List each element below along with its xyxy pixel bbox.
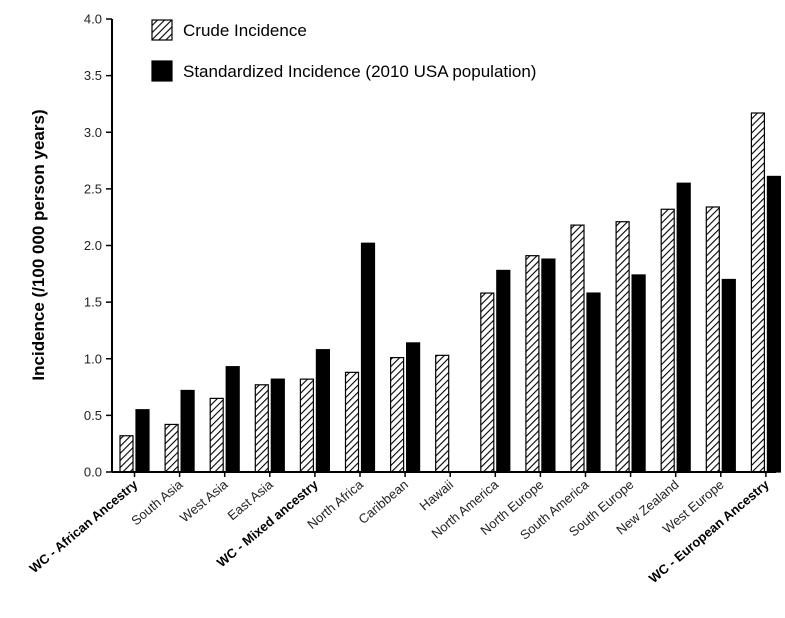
y-tick-label: 1.0 <box>84 351 102 366</box>
bar-standardized-new-zealand <box>676 182 691 473</box>
bar-crude-wc-european-ancestry <box>750 112 766 473</box>
bar-crude-wc-mixed-ancestry <box>299 378 314 473</box>
y-tick-label: 4.0 <box>84 12 102 27</box>
bar-crude-north-africa <box>344 371 360 473</box>
bar-standardized-west-asia <box>225 366 240 473</box>
bar-standardized-south-asia <box>180 389 195 473</box>
y-tick-label: 1.5 <box>84 295 102 310</box>
bar-standardized-south-europe <box>631 274 646 473</box>
bar-crude-west-europe <box>705 206 720 473</box>
bar-crude-caribbean <box>390 357 405 473</box>
y-tick-label: 3.5 <box>84 68 102 83</box>
y-axis-title: Incidence (/100 000 person years) <box>29 109 48 380</box>
legend-swatch-standardized <box>151 60 173 82</box>
bar-crude-south-europe <box>615 221 630 473</box>
legend-label-crude: Crude Incidence <box>183 21 307 40</box>
bar-standardized-wc-european-ancestry <box>766 175 782 473</box>
bar-standardized-east-asia <box>270 378 285 473</box>
x-tick-label-wc-african-ancestry: WC - African Ancestry <box>26 476 141 576</box>
bar-crude-hawaii <box>435 354 450 473</box>
y-tick-label: 0.5 <box>84 408 102 423</box>
bar-crude-west-asia <box>209 397 224 473</box>
bar-standardized-south-america <box>586 292 601 473</box>
bar-standardized-north-africa <box>360 242 376 473</box>
bar-standardized-north-europe <box>541 258 556 473</box>
x-tick-label-caribbean: Caribbean <box>355 477 411 527</box>
y-tick-label: 3.0 <box>84 125 102 140</box>
bar-crude-new-zealand <box>660 208 675 473</box>
bar-crude-north-america <box>480 292 495 473</box>
bar-crude-wc-african-ancestry <box>119 435 134 473</box>
bar-crude-south-asia <box>164 423 179 473</box>
y-tick-label: 0.0 <box>84 465 102 480</box>
bar-crude-south-america <box>570 224 585 473</box>
bar-crude-east-asia <box>254 384 269 473</box>
bar-standardized-west-europe <box>721 278 736 473</box>
x-tick-label-hawaii: Hawaii <box>417 477 457 514</box>
bar-standardized-north-america <box>496 269 511 473</box>
y-axis: 0.0 0.5 1.0 1.5 2.0 2.5 3.0 3.5 4.0 <box>84 12 113 480</box>
x-tick-label-west-asia: West Asia <box>177 476 231 525</box>
x-tick-label-south-asia: South Asia <box>128 476 186 528</box>
legend: Crude Incidence Standardized Incidence (… <box>151 19 536 82</box>
bar-standardized-caribbean <box>406 342 421 473</box>
bars-group <box>119 112 782 473</box>
bar-standardized-wc-african-ancestry <box>135 409 150 473</box>
bar-standardized-wc-mixed-ancestry <box>315 349 330 473</box>
y-tick-label: 2.5 <box>84 181 102 196</box>
legend-swatch-crude <box>151 19 173 41</box>
legend-label-standardized: Standardized Incidence (2010 USA populat… <box>183 62 536 81</box>
bar-crude-north-europe <box>525 255 540 473</box>
y-tick-label: 2.0 <box>84 238 102 253</box>
